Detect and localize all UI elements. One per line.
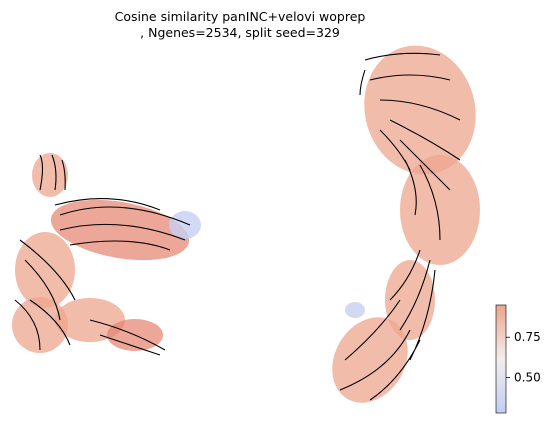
cell-cloud — [364, 45, 476, 175]
cell-cloud — [400, 155, 480, 265]
chart-subtitle: , Ngenes=2534, split seed=329 — [140, 25, 340, 40]
cell-cloud — [32, 153, 68, 197]
streamline — [14, 239, 166, 356]
cell-cloud — [169, 211, 201, 239]
colorbar-tick-label: 0.75 — [514, 330, 541, 344]
chart-title: Cosine similarity panINC+velovi woprep — [115, 9, 366, 24]
cell-cloud — [385, 260, 435, 340]
left-cluster — [12, 153, 201, 356]
colorbar-tick-label: 0.50 — [514, 371, 541, 385]
cell-cloud — [332, 317, 408, 403]
right-cluster — [332, 45, 480, 403]
streamline — [359, 52, 461, 241]
cell-cloud — [15, 232, 75, 308]
streamline — [54, 198, 191, 251]
colorbar — [495, 304, 507, 414]
streamline — [39, 154, 66, 191]
cell-cloud — [345, 302, 365, 318]
streamline — [339, 249, 436, 401]
